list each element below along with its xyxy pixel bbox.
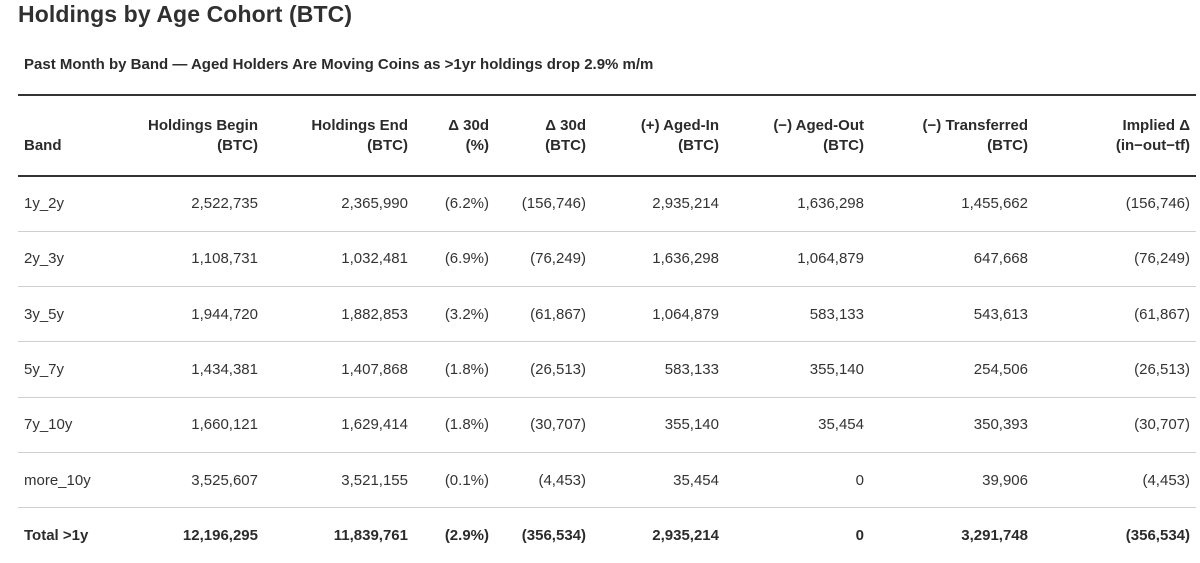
cell-band: 2y_3y	[24, 250, 65, 268]
table-row: 1y_2y 2,522,735 2,365,990 (6.2%) (156,74…	[18, 176, 1196, 232]
column-header-aged-out: (−) Aged-Out (BTC)	[773, 116, 864, 154]
column-header-delta-btc: Δ 30d (BTC)	[545, 116, 586, 154]
holdings-table: Band Holdings Begin (BTC) Holdings End (BT…	[18, 94, 1196, 563]
cell-implied-delta: (356,534)	[1125, 527, 1190, 545]
cell-delta-btc: (4,453)	[538, 471, 586, 489]
cell-aged-in: 2,935,214	[652, 195, 719, 213]
total-row: Total >1y 12,196,295 11,839,761 (2.9%) (…	[18, 508, 1196, 563]
cell-aged-out: 1,636,298	[797, 195, 864, 213]
cell-transferred: 3,291,748	[961, 527, 1028, 545]
cell-aged-out: 355,140	[809, 361, 864, 379]
cell-aged-out: 35,454	[818, 416, 864, 434]
cell-band: 7y_10y	[24, 416, 73, 434]
cell-holdings-begin: 12,196,295	[182, 527, 258, 545]
cell-delta-pct: (1.8%)	[444, 416, 489, 434]
cell-holdings-end: 11,839,761	[333, 527, 408, 545]
cell-holdings-end: 1,407,868	[341, 361, 408, 379]
cell-delta-btc: (76,249)	[530, 250, 586, 268]
cell-implied-delta: (4,453)	[1142, 471, 1190, 489]
cell-transferred: 647,668	[973, 250, 1028, 268]
cell-aged-out: 0	[855, 471, 864, 489]
cell-implied-delta: (156,746)	[1125, 195, 1190, 213]
column-header-holdings-begin: Holdings Begin (BTC)	[148, 116, 258, 154]
cell-band: 5y_7y	[24, 361, 65, 379]
cell-delta-btc: (30,707)	[530, 416, 586, 434]
page-title: Holdings by Age Cohort (BTC)	[18, 1, 353, 27]
cell-aged-out: 0	[855, 527, 864, 545]
cell-transferred: 350,393	[973, 416, 1028, 434]
table-row: 7y_10y 1,660,121 1,629,414 (1.8%) (30,70…	[18, 397, 1196, 453]
cell-holdings-end: 1,629,414	[341, 416, 408, 434]
cell-delta-pct: (6.9%)	[444, 250, 489, 268]
cell-holdings-begin: 1,660,121	[191, 416, 258, 434]
cell-aged-out: 1,064,879	[797, 250, 864, 268]
column-header-holdings-end: Holdings End (BTC)	[311, 116, 408, 154]
cell-aged-out: 583,133	[809, 305, 864, 323]
table-row: 5y_7y 1,434,381 1,407,868 (1.8%) (26,513…	[18, 342, 1196, 398]
cell-holdings-end: 1,032,481	[341, 250, 408, 268]
cell-delta-pct: (6.2%)	[444, 195, 489, 213]
cell-implied-delta: (61,867)	[1134, 305, 1190, 323]
cell-delta-btc: (356,534)	[521, 527, 586, 545]
cell-holdings-end: 2,365,990	[341, 195, 408, 213]
cell-holdings-end: 3,521,155	[341, 471, 408, 489]
column-header-delta-pct: Δ 30d (%)	[448, 116, 489, 154]
header-row: Band Holdings Begin (BTC) Holdings End (BT…	[18, 95, 1196, 176]
cell-holdings-begin: 3,525,607	[191, 471, 258, 489]
cell-holdings-begin: 1,434,381	[191, 361, 258, 379]
cell-delta-pct: (1.8%)	[444, 361, 489, 379]
cell-aged-in: 2,935,214	[652, 527, 719, 545]
cell-band: more_10y	[24, 471, 91, 489]
cell-band: 3y_5y	[24, 305, 65, 323]
column-header-implied-delta: Implied Δ (in−out−tf)	[1115, 116, 1190, 154]
cell-implied-delta: (30,707)	[1134, 416, 1190, 434]
cell-holdings-begin: 1,944,720	[191, 305, 258, 323]
cell-transferred: 39,906	[982, 471, 1028, 489]
cell-band: 1y_2y	[24, 195, 65, 213]
cell-holdings-begin: 2,522,735	[191, 195, 258, 213]
cell-aged-in: 35,454	[673, 471, 719, 489]
cell-transferred: 543,613	[973, 305, 1028, 323]
cell-delta-pct: (2.9%)	[444, 527, 489, 545]
cell-aged-in: 1,064,879	[652, 305, 719, 323]
column-header-band: Band	[24, 137, 62, 154]
cell-implied-delta: (76,249)	[1134, 250, 1190, 268]
table-row: 2y_3y 1,108,731 1,032,481 (6.9%) (76,249…	[18, 231, 1196, 287]
cell-transferred: 1,455,662	[961, 195, 1028, 213]
cell-holdings-begin: 1,108,731	[191, 250, 258, 268]
cell-aged-in: 583,133	[664, 361, 719, 379]
cell-delta-pct: (3.2%)	[444, 305, 489, 323]
cell-delta-pct: (0.1%)	[444, 471, 489, 489]
table-row: 3y_5y 1,944,720 1,882,853 (3.2%) (61,867…	[18, 287, 1196, 342]
table-caption: Past Month by Band — Aged Holders Are Mo…	[24, 56, 654, 73]
cell-transferred: 254,506	[973, 361, 1028, 379]
cell-aged-in: 355,140	[664, 416, 719, 434]
cell-implied-delta: (26,513)	[1134, 361, 1190, 379]
cell-delta-btc: (26,513)	[530, 361, 586, 379]
cell-band: Total >1y	[24, 527, 89, 545]
cell-aged-in: 1,636,298	[652, 250, 719, 268]
cell-holdings-end: 1,882,853	[341, 305, 408, 323]
table-row: more_10y 3,525,607 3,521,155 (0.1%) (4,4…	[18, 452, 1196, 508]
column-header-transferred: (−) Transferred (BTC)	[922, 116, 1028, 154]
cell-delta-btc: (156,746)	[521, 195, 586, 213]
column-header-aged-in: (+) Aged-In (BTC)	[640, 116, 719, 154]
cell-delta-btc: (61,867)	[530, 305, 586, 323]
